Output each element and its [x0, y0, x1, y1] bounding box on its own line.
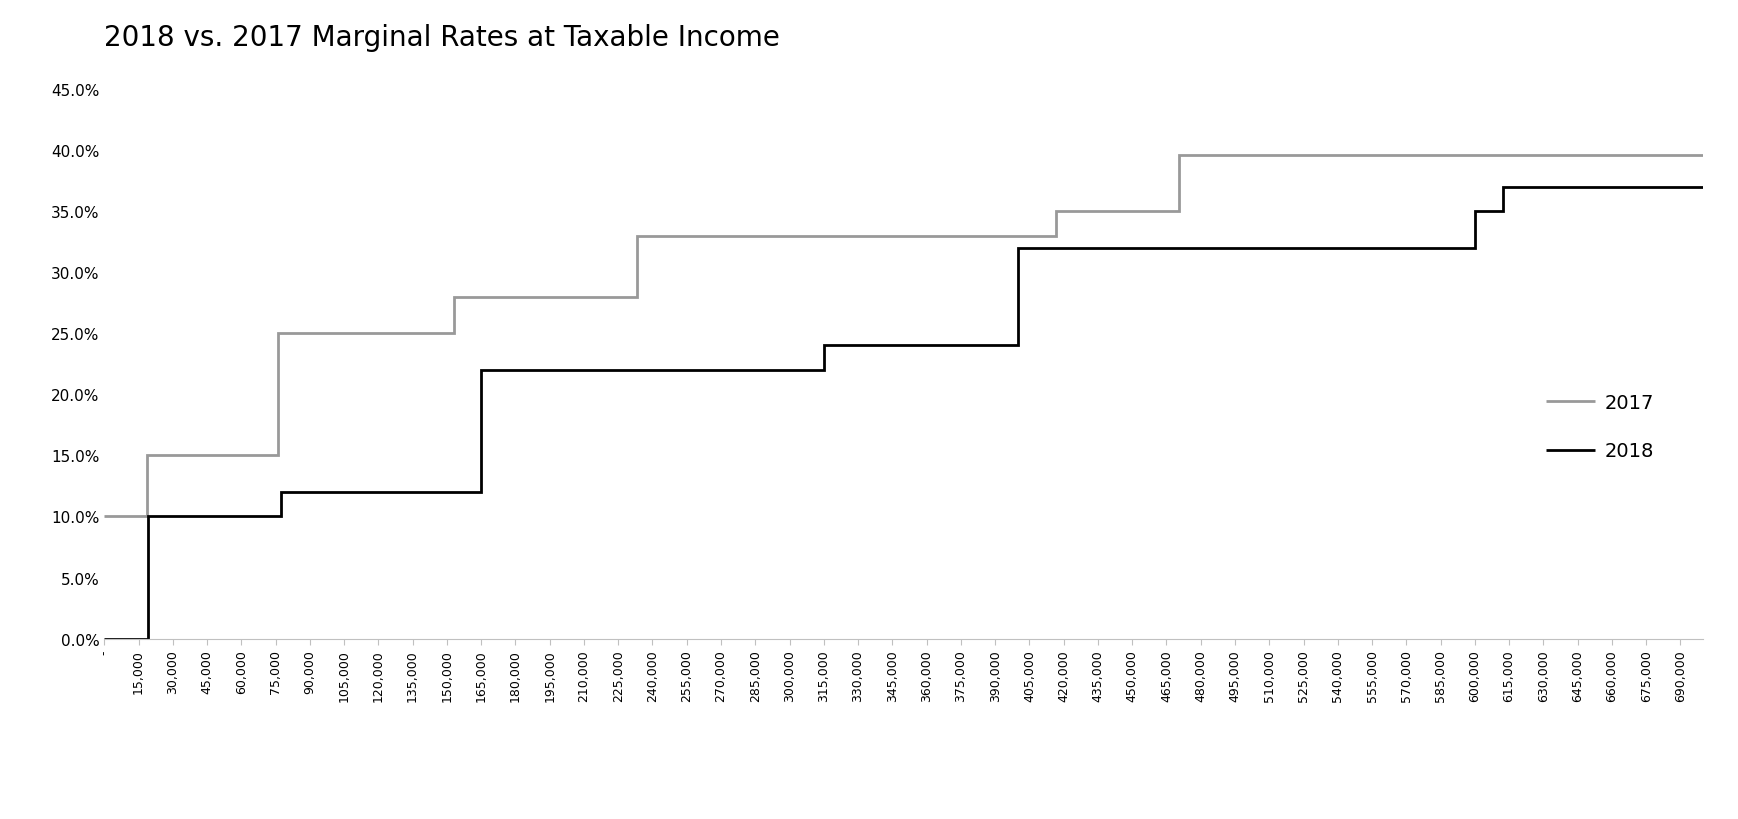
- 2018: [1693, 183, 1714, 192]
- Text: 2018 vs. 2017 Marginal Rates at Taxable Income: 2018 vs. 2017 Marginal Rates at Taxable …: [104, 24, 780, 52]
- 2017: [627, 292, 648, 302]
- 2018: [1008, 342, 1029, 351]
- 2018: [1465, 243, 1486, 253]
- Line: 2017: 2017: [104, 156, 1703, 517]
- 2017: [627, 232, 648, 242]
- 2017: [1170, 151, 1191, 161]
- 2018: [1465, 207, 1486, 217]
- 2018: [471, 487, 492, 497]
- 2018: [1493, 183, 1514, 192]
- 2018: [94, 634, 115, 644]
- 2017: [268, 451, 289, 461]
- 2017: [94, 512, 115, 522]
- 2018: [1493, 207, 1514, 217]
- 2017: [137, 451, 158, 461]
- 2018: [137, 634, 158, 644]
- 2018: [271, 487, 292, 497]
- 2018: [813, 342, 834, 351]
- Line: 2018: 2018: [104, 188, 1703, 639]
- 2017: [1693, 151, 1714, 161]
- 2018: [1008, 243, 1029, 253]
- 2017: [443, 329, 464, 339]
- 2018: [137, 512, 158, 522]
- 2018: [813, 365, 834, 375]
- 2017: [1046, 207, 1067, 217]
- 2017: [137, 512, 158, 522]
- 2017: [268, 329, 289, 339]
- 2017: [1170, 207, 1191, 217]
- 2018: [471, 365, 492, 375]
- 2018: [271, 512, 292, 522]
- 2017: [443, 292, 464, 302]
- 2017: [1046, 232, 1067, 242]
- Legend: 2017, 2018: 2017, 2018: [1538, 386, 1662, 468]
